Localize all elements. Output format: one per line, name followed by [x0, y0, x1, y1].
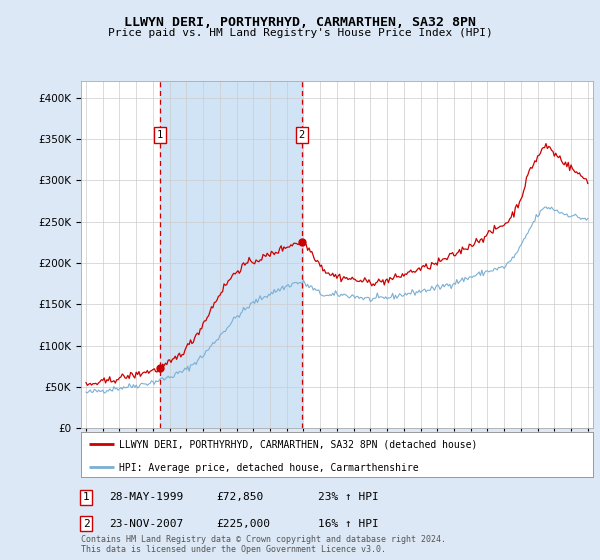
Text: Contains HM Land Registry data © Crown copyright and database right 2024.
This d: Contains HM Land Registry data © Crown c…: [81, 535, 446, 554]
Text: 23% ↑ HPI: 23% ↑ HPI: [318, 492, 379, 502]
Text: 1: 1: [157, 130, 163, 140]
Text: £225,000: £225,000: [216, 519, 270, 529]
Bar: [160, 81, 302, 428]
Text: HPI: Average price, detached house, Carmarthenshire: HPI: Average price, detached house, Carm…: [119, 463, 419, 473]
Text: 16% ↑ HPI: 16% ↑ HPI: [318, 519, 379, 529]
Text: LLWYN DERI, PORTHYRHYD, CARMARTHEN, SA32 8PN: LLWYN DERI, PORTHYRHYD, CARMARTHEN, SA32…: [124, 16, 476, 29]
Text: 2: 2: [299, 130, 305, 140]
Text: 1: 1: [83, 492, 89, 502]
Text: 28-MAY-1999: 28-MAY-1999: [109, 492, 184, 502]
Text: £72,850: £72,850: [216, 492, 263, 502]
Text: Price paid vs. HM Land Registry's House Price Index (HPI): Price paid vs. HM Land Registry's House …: [107, 28, 493, 38]
Text: 23-NOV-2007: 23-NOV-2007: [109, 519, 184, 529]
Text: 2: 2: [83, 519, 89, 529]
Text: LLWYN DERI, PORTHYRHYD, CARMARTHEN, SA32 8PN (detached house): LLWYN DERI, PORTHYRHYD, CARMARTHEN, SA32…: [119, 440, 478, 450]
